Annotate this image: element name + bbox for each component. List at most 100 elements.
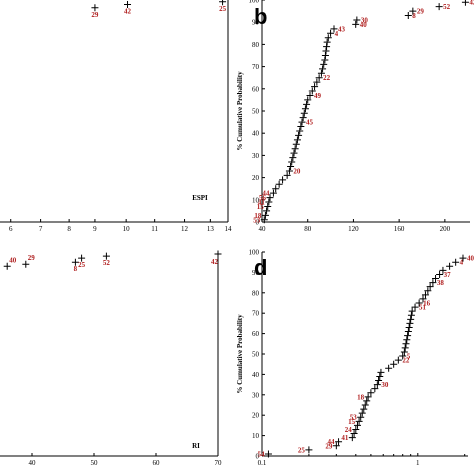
data-point	[219, 0, 227, 6]
data-label: 43	[338, 25, 346, 33]
data-point	[317, 69, 325, 77]
y-axis-label: % Cumulative Probability	[236, 314, 244, 394]
data-point	[322, 47, 330, 55]
data-point	[308, 87, 316, 95]
data-point	[358, 409, 366, 417]
data-label: 53	[253, 216, 261, 224]
panel-letter: b	[254, 4, 267, 29]
data-point	[385, 364, 393, 372]
data-point	[406, 319, 414, 327]
data-point	[264, 202, 272, 210]
data-point	[319, 65, 327, 73]
x-axis-label: ESPI	[192, 194, 208, 202]
data-label: 42	[124, 7, 132, 15]
y-tick-label: 50	[252, 351, 260, 359]
data-label: 25	[78, 261, 86, 269]
x-tick-label: 10	[123, 225, 131, 233]
data-point	[321, 56, 329, 64]
data-point	[348, 434, 356, 442]
data-point	[313, 78, 321, 86]
data-label: 56	[259, 194, 267, 202]
data-label: 44	[262, 190, 270, 198]
data-point	[311, 83, 319, 91]
data-label: 41	[341, 434, 349, 442]
x-tick-label: 70	[215, 459, 223, 467]
y-tick-label: 100	[249, 249, 260, 257]
data-label: 29	[91, 11, 99, 19]
data-point	[403, 336, 411, 344]
data-point	[452, 258, 460, 266]
x-tick-label: 200	[440, 225, 451, 233]
data-point	[3, 262, 11, 270]
data-label: 16	[423, 300, 431, 308]
data-label: 18	[357, 393, 365, 401]
data-point	[377, 368, 385, 376]
data-point	[446, 262, 454, 270]
panel-a: 567891011121314ESPI29422552	[0, 0, 232, 233]
data-point	[355, 417, 363, 425]
data-point	[91, 4, 99, 12]
x-tick-label: 12	[181, 225, 189, 233]
data-point	[426, 283, 434, 291]
data-point	[300, 109, 308, 117]
data-point	[404, 332, 412, 340]
data-point	[78, 254, 86, 262]
y-tick-label: 70	[252, 63, 260, 71]
data-label: 40	[360, 21, 368, 29]
x-tick-label: 9	[93, 225, 97, 233]
data-point	[429, 279, 437, 287]
y-tick-label: 70	[252, 310, 260, 318]
data-point	[102, 252, 110, 260]
data-point	[214, 250, 222, 258]
y-tick-label: 80	[252, 289, 260, 297]
data-point	[415, 299, 423, 307]
x-tick-label: 50	[91, 459, 99, 467]
x-axis-label: RI	[192, 442, 200, 450]
data-point	[376, 372, 384, 380]
data-point	[290, 149, 298, 157]
data-point	[323, 43, 331, 51]
y-tick-label: 80	[252, 41, 260, 49]
data-point	[408, 307, 416, 315]
data-point	[411, 303, 419, 311]
data-label: 8	[412, 12, 416, 20]
y-tick-label: 40	[252, 371, 260, 379]
data-point	[360, 405, 368, 413]
y-tick-label: 100	[249, 0, 260, 5]
data-point	[353, 16, 361, 24]
data-point	[321, 52, 329, 59]
data-label: 18	[254, 212, 262, 220]
data-point	[287, 163, 295, 170]
data-point	[303, 100, 311, 108]
x-tick-label: 40	[29, 459, 37, 467]
data-point	[275, 180, 283, 188]
data-point	[394, 356, 402, 364]
data-point	[353, 421, 361, 429]
y-tick-label: 20	[252, 412, 260, 420]
data-label: 4	[335, 30, 339, 38]
data-point	[260, 216, 268, 224]
data-point	[405, 323, 413, 331]
panel-c: 40506070RI30440298255242	[0, 250, 223, 467]
data-label: 51	[419, 304, 427, 312]
data-label: 40	[9, 256, 17, 264]
data-point	[432, 275, 440, 283]
data-point	[352, 425, 360, 433]
data-label: 15	[257, 203, 265, 211]
data-point	[272, 185, 280, 193]
data-point	[330, 25, 338, 33]
y-tick-label: 50	[252, 108, 260, 116]
data-label: 45	[306, 119, 314, 127]
data-point	[407, 315, 415, 323]
data-label: 40	[467, 255, 474, 263]
data-point	[295, 131, 303, 139]
data-point	[306, 91, 314, 99]
data-label: 22	[323, 74, 331, 82]
data-label: 52	[443, 3, 451, 11]
data-label: 29	[325, 442, 333, 450]
data-point	[371, 385, 379, 393]
x-tick-label: 0.1	[258, 459, 267, 467]
data-label: 25	[298, 446, 306, 454]
data-point	[335, 438, 343, 446]
